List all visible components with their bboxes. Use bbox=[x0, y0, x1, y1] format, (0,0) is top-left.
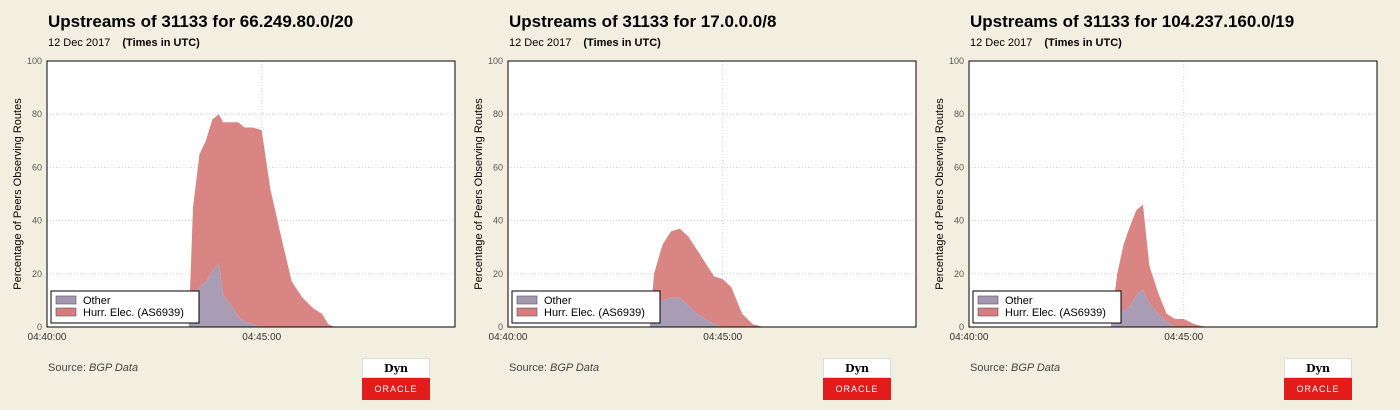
chart-date: 12 Dec 2017 bbox=[970, 37, 1033, 49]
area-series-other bbox=[1110, 289, 1184, 327]
x-tick-label: 04:45:00 bbox=[242, 332, 281, 343]
chart-date: 12 Dec 2017 bbox=[509, 37, 572, 49]
oracle-logo-text: ORACLE bbox=[823, 378, 891, 400]
legend-entry: Hurr. Elec. (AS6939) bbox=[1005, 307, 1106, 319]
chart-title: Upstreams of 31133 for 66.249.80.0/20 bbox=[48, 12, 354, 31]
area-chart: 0 20 40 60 80 100 04:40:00 04:45:00 Percentage o… bbox=[934, 56, 1378, 343]
source-label: Source: bbox=[48, 362, 86, 374]
chart-panel-66-249-80-0: Upstreams of 31133 for 66.249.80.0/20 12… bbox=[0, 0, 460, 410]
legend-swatch bbox=[977, 295, 999, 305]
chart-subtitle: 12 Dec 2017 (Times in UTC) bbox=[509, 37, 661, 49]
oracle-logo-text: ORACLE bbox=[362, 378, 430, 400]
area-series-hurr-elec bbox=[649, 228, 764, 327]
y-tick-label: 20 bbox=[954, 269, 964, 279]
dyn-logo-text: Dyn bbox=[362, 358, 430, 378]
legend-swatch bbox=[977, 307, 999, 317]
area-series-other bbox=[649, 297, 732, 327]
legend-box bbox=[511, 290, 661, 324]
source-value: BGP Data bbox=[549, 362, 600, 374]
y-tick-label: 60 bbox=[32, 162, 42, 172]
legend-swatch bbox=[516, 295, 538, 305]
y-tick-label: 40 bbox=[32, 216, 42, 226]
source-note: Source: BGP Data bbox=[48, 362, 138, 374]
times-note: (Times in UTC) bbox=[122, 37, 200, 49]
legend-entry: Other bbox=[83, 295, 111, 307]
plot-frame bbox=[507, 60, 917, 328]
legend-entry: Other bbox=[1005, 295, 1033, 307]
chart-title: Upstreams of 31133 for 17.0.0.0/8 bbox=[509, 12, 777, 31]
y-tick-label: 0 bbox=[959, 322, 964, 332]
dyn-oracle-logo: Dyn ORACLE bbox=[1284, 358, 1352, 400]
source-label: Source: bbox=[509, 362, 547, 374]
chart-subtitle: 12 Dec 2017 (Times in UTC) bbox=[970, 37, 1122, 49]
chart-title: Upstreams of 31133 for 104.237.160.0/19 bbox=[970, 12, 1295, 31]
y-axis-label: Percentage of Peers Observing Routes bbox=[12, 98, 24, 290]
y-tick-label: 40 bbox=[954, 216, 964, 226]
plot-frame bbox=[968, 60, 1378, 328]
x-tick-label: 04:40:00 bbox=[489, 332, 528, 343]
y-tick-label: 0 bbox=[498, 322, 503, 332]
area-series-other bbox=[188, 263, 262, 327]
dyn-oracle-logo: Dyn ORACLE bbox=[823, 358, 891, 400]
legend-entry: Hurr. Elec. (AS6939) bbox=[544, 307, 645, 319]
y-tick-label: 20 bbox=[493, 269, 503, 279]
chart-panel-17-0-0-0: Upstreams of 31133 for 17.0.0.0/8 12 Dec… bbox=[461, 0, 921, 410]
dyn-oracle-logo: Dyn ORACLE bbox=[362, 358, 430, 400]
y-tick-label: 100 bbox=[27, 56, 42, 66]
legend-swatch bbox=[55, 307, 77, 317]
plot-area bbox=[969, 61, 1377, 327]
y-axis-label: Percentage of Peers Observing Routes bbox=[934, 98, 946, 290]
source-note: Source: BGP Data bbox=[970, 362, 1060, 374]
legend-entry: Other bbox=[544, 295, 572, 307]
area-chart: 0 20 40 60 80 100 04:40:00 04:45:00 Percentage o… bbox=[12, 56, 456, 343]
y-axis-label: Percentage of Peers Observing Routes bbox=[473, 98, 485, 290]
source-value: BGP Data bbox=[1010, 362, 1061, 374]
y-tick-label: 40 bbox=[493, 216, 503, 226]
y-tick-label: 60 bbox=[954, 162, 964, 172]
y-tick-label: 100 bbox=[488, 56, 503, 66]
source-value: BGP Data bbox=[88, 362, 139, 374]
dyn-logo-text: Dyn bbox=[1284, 358, 1352, 378]
legend-swatch bbox=[55, 295, 77, 305]
oracle-logo-text: ORACLE bbox=[1284, 378, 1352, 400]
dyn-logo-text: Dyn bbox=[823, 358, 891, 378]
y-tick-label: 0 bbox=[37, 322, 42, 332]
x-tick-label: 04:45:00 bbox=[1164, 332, 1203, 343]
source-label: Source: bbox=[970, 362, 1008, 374]
y-tick-label: 100 bbox=[949, 56, 964, 66]
chart-subtitle: 12 Dec 2017 (Times in UTC) bbox=[48, 37, 200, 49]
times-note: (Times in UTC) bbox=[583, 37, 661, 49]
source-note: Source: BGP Data bbox=[509, 362, 599, 374]
x-tick-label: 04:40:00 bbox=[950, 332, 989, 343]
y-tick-label: 60 bbox=[493, 162, 503, 172]
x-tick-label: 04:40:00 bbox=[28, 332, 67, 343]
y-tick-label: 20 bbox=[32, 269, 42, 279]
area-series-hurr-elec bbox=[1110, 204, 1206, 327]
chart-date: 12 Dec 2017 bbox=[48, 37, 111, 49]
legend-swatch bbox=[516, 307, 538, 317]
y-tick-label: 80 bbox=[493, 109, 503, 119]
y-tick-label: 80 bbox=[32, 109, 42, 119]
x-tick-label: 04:45:00 bbox=[703, 332, 742, 343]
area-chart: 0 20 40 60 80 100 04:40:00 04:45:00 Percentage o… bbox=[473, 56, 917, 343]
y-tick-label: 80 bbox=[954, 109, 964, 119]
chart-panel-104-237-160-0: Upstreams of 31133 for 104.237.160.0/19 … bbox=[922, 0, 1382, 410]
area-series-hurr-elec bbox=[188, 114, 348, 327]
times-note: (Times in UTC) bbox=[1044, 37, 1122, 49]
plot-frame bbox=[46, 60, 456, 328]
legend-entry: Hurr. Elec. (AS6939) bbox=[83, 307, 184, 319]
